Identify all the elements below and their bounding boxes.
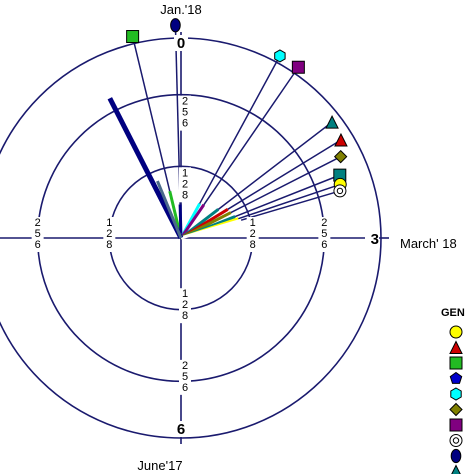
ring-label-west-128: 8 [106,239,112,251]
ring-label-west-128: 1 [106,217,112,229]
month-label-bottom: June'17 [137,458,182,473]
vector-markers [126,18,348,198]
vector-3 [179,203,206,239]
month-label-right: March' 18 [400,236,457,251]
vector-leader-6 [230,155,342,214]
vector-marker-6 [333,149,348,164]
ring-label-east-256: 5 [321,228,327,240]
ring-label-north-256: 6 [182,118,188,130]
vector-marker-4 [325,114,339,129]
ring-label-west-128-bg [103,217,116,252]
legend-marker-8 [450,448,462,464]
clock-label-6: 6 [177,421,185,438]
legend-marker-0 [449,325,463,339]
clock-label-3: 3 [371,231,379,248]
vector-11 [156,180,183,239]
ring-label-south-128: 8 [182,310,188,322]
ring-label-north-128: 1 [182,167,188,179]
ring-label-south-128: 2 [182,299,188,311]
legend-marker-6 [449,418,463,432]
vector-marker-9 [333,184,347,198]
vector-marker-9-inner [336,187,344,195]
ring-label-south-256-bg [179,359,191,395]
ring-label-south-256: 2 [182,360,188,372]
vector-leader-7 [234,174,341,218]
ring-label-north-128: 2 [182,178,188,190]
ring-label-west-128: 2 [106,228,112,240]
vector-leader-5 [227,139,342,210]
vector-leader-2 [199,55,281,204]
ring-label-north-256-bg [179,95,191,131]
ring-label-east-128: 2 [250,228,256,240]
ring-label-west-256: 2 [35,217,41,229]
vector-9 [180,218,242,240]
ring-label-east-128: 1 [250,217,256,229]
vector-series [107,25,342,240]
ring-label-west-256: 5 [35,228,41,240]
ring-label-north-128-bg [179,167,191,203]
clock-label-bg [365,231,379,247]
ring-label-east-128-bg [246,217,259,252]
polar-grid [0,32,389,444]
legend-marker-5 [449,402,463,417]
legend: GEN [441,307,465,474]
vector-leader-9 [240,190,341,221]
clock-label-bg [174,421,188,437]
ring-label-south-256: 5 [182,371,188,383]
ring-label-west-256: 6 [35,239,41,251]
clock-label-bg [174,35,188,51]
ring-label-east-256: 6 [321,239,327,251]
month-label-top: Jan.'18 [160,2,202,17]
clock-label-0: 0 [177,35,185,52]
ring-label-east-256: 2 [321,217,327,229]
legend-title: GEN [441,307,465,319]
vector-leader-4 [217,121,333,210]
vector-10 [107,97,184,240]
legend-marker-2 [449,356,463,370]
ring-label-east-256-bg [318,217,331,252]
vector-marker-0 [126,30,140,44]
ring-label-west-256-bg [31,217,44,252]
legend-marker-7 [449,434,463,447]
vector-marker-5 [334,132,348,147]
vector-leader-3 [203,66,299,206]
legend-marker-7-inner [452,437,460,444]
ring-label-east-128: 8 [250,239,256,251]
ring-label-south-256: 6 [182,382,188,394]
ring-label-south-128: 1 [182,288,188,300]
vector-leader-8 [238,183,341,220]
vector-marker-3 [291,60,305,74]
vector-leader-0 [131,36,171,192]
vector-marker-2 [274,49,286,63]
legend-marker-4 [450,387,462,401]
legend-marker-9 [451,464,461,474]
ring-label-north-128: 8 [182,189,188,201]
legend-marker-3 [449,371,463,384]
axis-labels: 128128128128256256256256036Jan.'18March'… [31,2,457,473]
ring-label-north-256: 2 [182,96,188,108]
legend-marker-1 [449,340,463,354]
ring-label-south-128-bg [179,288,191,324]
ring-label-north-256: 5 [182,107,188,119]
vector-marker-1 [170,18,181,33]
